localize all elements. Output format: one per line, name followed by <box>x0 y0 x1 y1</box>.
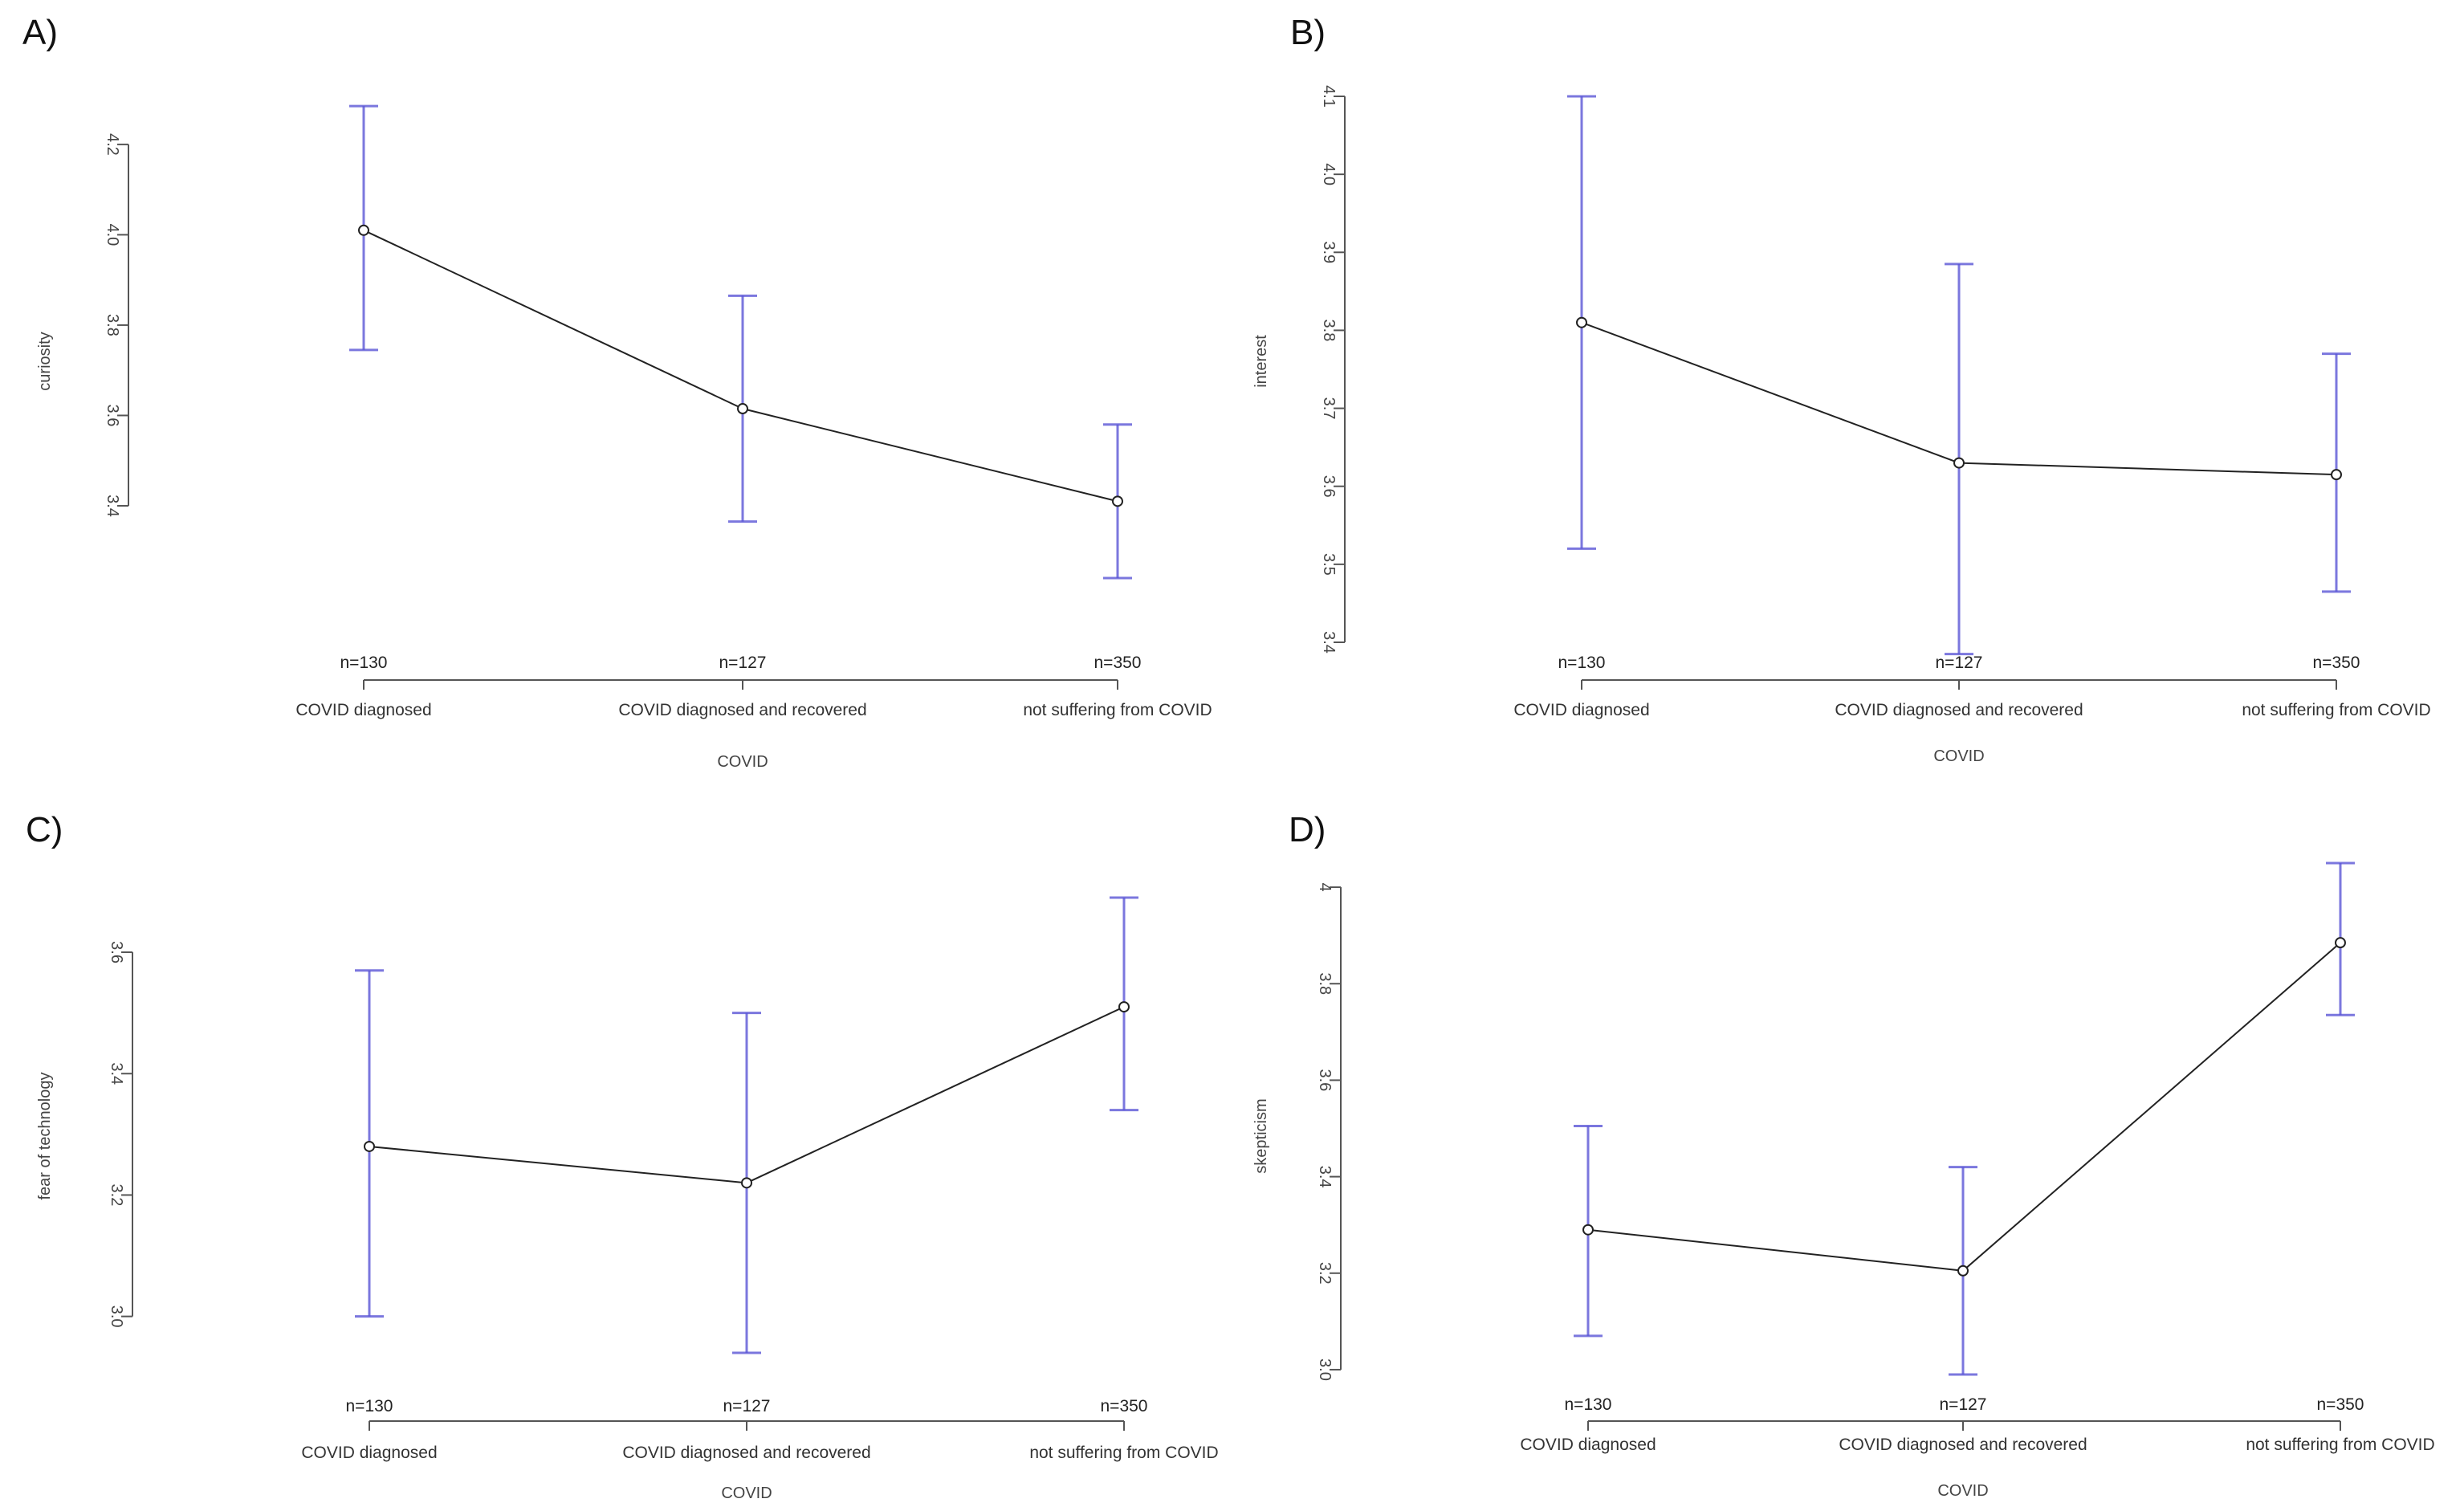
sample-size-label: n=350 <box>1101 1397 1148 1415</box>
y-tick-label: 3.8 <box>104 314 121 336</box>
y-tick-label: 3.4 <box>1320 631 1338 654</box>
x-axis-title: COVID <box>1933 747 1984 765</box>
x-category-label: not suffering from COVID <box>2246 1436 2434 1454</box>
sample-size-label: n=127 <box>723 1397 771 1415</box>
x-category-label: COVID diagnosed and recovered <box>1839 1436 2087 1454</box>
panel-1: A) 3.4 3.6 3.8 4.0 4.2 curiosity COVID diagnose… <box>22 13 1212 771</box>
x-category-label: COVID diagnosed <box>301 1444 437 1462</box>
mean-point <box>364 1140 375 1152</box>
x-category-label: COVID diagnosed <box>1513 701 1649 719</box>
panel-letter: A) <box>22 13 58 52</box>
x-axis-title: COVID <box>717 753 768 771</box>
y-axis-title: interest <box>1252 335 1270 388</box>
mean-line <box>363 229 1118 503</box>
y-tick-label: 3.2 <box>108 1184 125 1207</box>
sample-size-label: n=130 <box>1565 1395 1612 1414</box>
y-tick-label: 3.9 <box>1320 241 1338 263</box>
y-tick-label: 3.2 <box>1316 1262 1334 1285</box>
sample-size-label: n=350 <box>2317 1395 2364 1414</box>
sample-size-label: n=127 <box>719 654 767 672</box>
x-category-label: not suffering from COVID <box>1023 701 1212 719</box>
panel-4: D) 3.0 3.2 3.4 3.6 3.8 4 skepticism COVID diagno… <box>1252 810 2435 1500</box>
y-tick-label: 3.5 <box>1320 553 1338 576</box>
mean-point <box>2331 469 2342 481</box>
mean-point <box>741 1177 752 1189</box>
y-tick-label: 3.6 <box>1320 475 1338 498</box>
y-axis-title: fear of technology <box>36 1073 54 1200</box>
mean-point <box>1576 316 1587 328</box>
x-axis-title: COVID <box>721 1485 772 1502</box>
panel-letter: B) <box>1290 13 1326 52</box>
mean-point <box>737 403 748 415</box>
y-tick-label: 4.2 <box>104 133 121 156</box>
y-tick-label: 3.4 <box>1316 1166 1334 1188</box>
sample-size-label: n=127 <box>1936 654 1983 672</box>
x-category-label: COVID diagnosed and recovered <box>622 1444 870 1462</box>
y-tick-label: 3.0 <box>1316 1358 1334 1381</box>
y-axis-title: skepticism <box>1252 1098 1270 1173</box>
sample-size-label: n=350 <box>1094 654 1142 672</box>
y-tick-label: 4 <box>1316 882 1334 891</box>
panel-letter: C) <box>26 810 63 849</box>
x-category-label: not suffering from COVID <box>1029 1444 1218 1462</box>
x-category-label: not suffering from COVID <box>2242 701 2430 719</box>
y-tick-label: 3.6 <box>108 941 125 963</box>
mean-point <box>1118 1001 1130 1013</box>
mean-point <box>1582 1224 1594 1236</box>
y-tick-label: 4.0 <box>1320 163 1338 185</box>
y-tick-label: 3.4 <box>104 495 121 517</box>
x-category-label: COVID diagnosed <box>1520 1436 1656 1454</box>
sample-size-label: n=127 <box>1940 1395 1987 1414</box>
y-tick-label: 3.6 <box>1316 1069 1334 1092</box>
panel-2: B) 3.4 3.5 3.6 3.7 3.8 3.9 4.0 4.1 interest COVID … <box>1252 13 2431 765</box>
y-tick-label: 3.0 <box>108 1305 125 1328</box>
mean-point <box>1112 495 1123 507</box>
x-category-label: COVID diagnosed and recovered <box>1835 701 2083 719</box>
y-tick-label: 4.0 <box>104 224 121 246</box>
sample-size-label: n=130 <box>346 1397 393 1415</box>
x-axis-title: COVID <box>1937 1482 1988 1500</box>
sample-size-label: n=130 <box>1558 654 1606 672</box>
panel-letter: D) <box>1289 810 1326 849</box>
y-tick-label: 3.4 <box>108 1062 125 1085</box>
y-tick-label: 3.7 <box>1320 397 1338 420</box>
sample-size-label: n=350 <box>2313 654 2360 672</box>
panel-3: C) 3.0 3.2 3.4 3.6 fear of technology COVID di… <box>26 810 1219 1502</box>
y-axis-title: curiosity <box>36 332 54 390</box>
sample-size-label: n=130 <box>340 654 388 672</box>
y-tick-label: 3.6 <box>104 405 121 427</box>
mean-point <box>1953 457 1965 469</box>
y-tick-label: 3.8 <box>1320 320 1338 342</box>
y-tick-label: 3.8 <box>1316 972 1334 995</box>
mean-point <box>1957 1265 1969 1277</box>
y-tick-label: 4.1 <box>1320 85 1338 108</box>
mean-point <box>358 224 369 236</box>
mean-point <box>2335 937 2346 949</box>
x-category-label: COVID diagnosed and recovered <box>618 701 866 719</box>
x-category-label: COVID diagnosed <box>295 701 431 719</box>
